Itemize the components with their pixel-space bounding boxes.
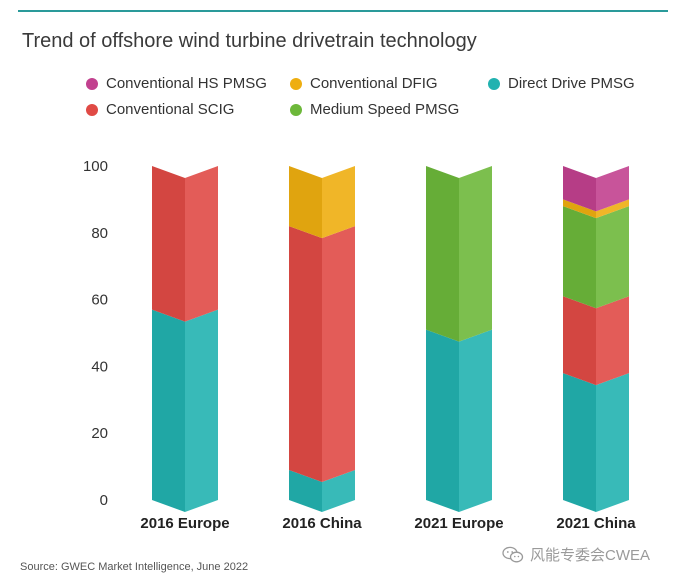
legend-label: Conventional HS PMSG xyxy=(106,75,267,92)
bar-segment-conventional-dfig-left xyxy=(289,166,322,239)
y-tick-label: 40 xyxy=(91,358,108,375)
legend-label: Conventional SCIG xyxy=(106,101,235,118)
bar-segment-medium-speed-pmsg-right xyxy=(596,206,629,309)
y-tick-label: 80 xyxy=(91,225,108,242)
bar-segment-direct-drive-pmsg-right xyxy=(596,373,629,512)
bar-segment-conventional-dfig-left xyxy=(563,199,596,219)
legend-swatch xyxy=(290,77,302,90)
x-category-label: 2016 Europe xyxy=(140,515,229,532)
x-category-label: 2021 Europe xyxy=(414,515,503,532)
legend-item-conventional-hs-pmsg: Conventional HS PMSG xyxy=(86,75,267,92)
bar-segment-conventional-hs-pmsg-left xyxy=(563,166,596,212)
bar-segment-medium-speed-pmsg-right xyxy=(459,166,492,342)
x-category-label: 2021 China xyxy=(556,515,636,532)
x-category-label: 2016 China xyxy=(282,515,362,532)
legend-label: Medium Speed PMSG xyxy=(310,101,460,118)
legend-item-direct-drive-pmsg: Direct Drive PMSG xyxy=(488,75,635,92)
legend-label: Conventional DFIG xyxy=(310,75,438,92)
y-tick-label: 0 xyxy=(100,492,108,509)
bar-segment-direct-drive-pmsg-left xyxy=(426,329,459,512)
bar-segment-conventional-scig-left xyxy=(152,166,185,322)
y-tick-label: 100 xyxy=(83,158,108,175)
legend-item-conventional-dfig: Conventional DFIG xyxy=(290,75,438,92)
bar-segment-conventional-scig-right xyxy=(322,226,355,482)
wechat-icon xyxy=(502,546,524,562)
bar-segment-medium-speed-pmsg-left xyxy=(426,166,459,342)
legend-swatch xyxy=(86,103,98,116)
bar-segment-direct-drive-pmsg-right xyxy=(459,329,492,512)
legend-label: Direct Drive PMSG xyxy=(508,75,635,92)
bar-segment-direct-drive-pmsg-left xyxy=(289,469,322,512)
bar-segment-conventional-dfig-right xyxy=(322,166,355,239)
bar-segment-conventional-scig-right xyxy=(596,296,629,386)
y-tick-label: 20 xyxy=(91,425,108,442)
legend-swatch xyxy=(290,103,302,116)
bar-segment-direct-drive-pmsg-left xyxy=(563,373,596,512)
bar-segment-medium-speed-pmsg-left xyxy=(563,206,596,309)
legend-item-conventional-scig: Conventional SCIG xyxy=(86,101,234,118)
chart-title: Trend of offshore wind turbine drivetrai… xyxy=(22,30,477,52)
bar-segment-direct-drive-pmsg-left xyxy=(152,309,185,512)
y-tick-label: 60 xyxy=(91,292,108,309)
legend-swatch xyxy=(86,77,98,90)
legend-item-medium-speed-pmsg: Medium Speed PMSG xyxy=(290,101,459,118)
watermark-text: 风能专委会CWEA xyxy=(530,547,651,564)
legend-swatch xyxy=(488,77,500,90)
top-rule xyxy=(18,10,668,12)
source-note: Source: GWEC Market Intelligence, June 2… xyxy=(20,561,249,573)
bar-segment-conventional-scig-right xyxy=(185,166,218,322)
bar-segment-conventional-dfig-right xyxy=(596,199,629,219)
bar-segment-conventional-scig-left xyxy=(563,296,596,386)
bar-segment-direct-drive-pmsg-right xyxy=(185,309,218,512)
watermark: 风能专委会CWEA xyxy=(502,544,650,565)
bar-segment-direct-drive-pmsg-right xyxy=(322,469,355,512)
bar-segment-conventional-scig-left xyxy=(289,226,322,482)
bar-segment-conventional-hs-pmsg-right xyxy=(596,166,629,212)
